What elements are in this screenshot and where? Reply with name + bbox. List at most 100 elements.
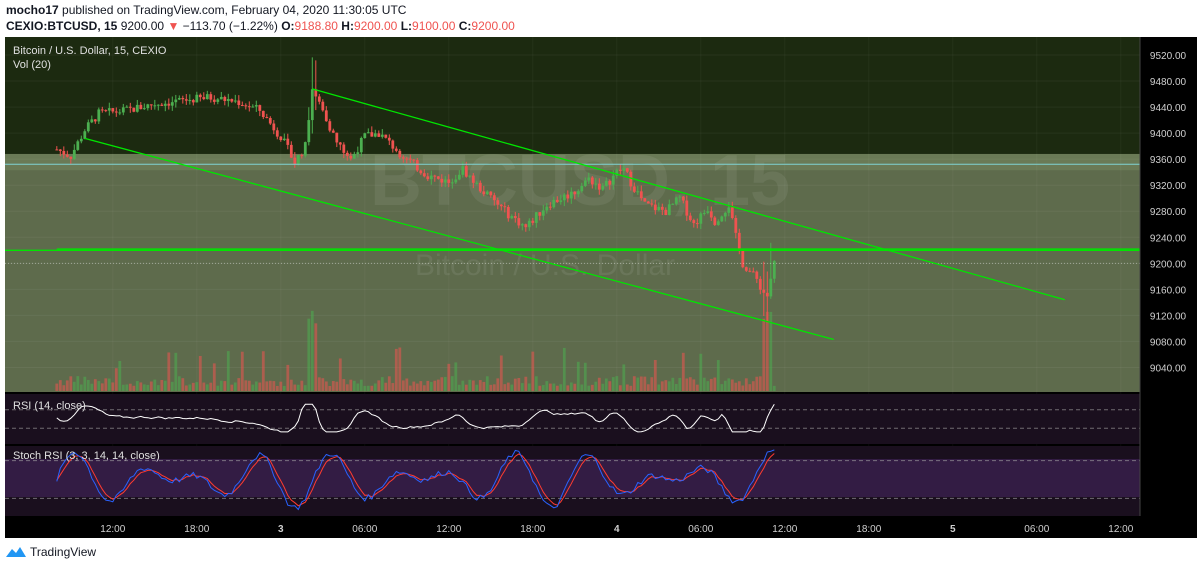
candle-body	[492, 195, 496, 201]
volume-bar	[639, 376, 643, 391]
candle-body	[118, 112, 122, 114]
candle-body	[254, 105, 258, 107]
volume-bar	[286, 364, 290, 391]
volume-bar	[443, 376, 447, 391]
candle-body	[660, 206, 664, 210]
candle-body	[604, 180, 608, 186]
candle-body	[391, 140, 395, 149]
candle-body	[321, 101, 325, 111]
candle-body	[569, 191, 573, 199]
volume-bar	[758, 376, 762, 391]
volume-bar	[503, 384, 507, 391]
volume-bar	[65, 380, 69, 391]
candle-body	[695, 223, 699, 225]
candle-body	[223, 96, 227, 102]
volume-bar	[205, 384, 209, 391]
candle-body	[730, 207, 734, 219]
volume-bar	[520, 383, 524, 391]
candle-body	[713, 217, 717, 225]
volume-bar	[62, 385, 66, 391]
candle-body	[202, 97, 206, 100]
candle-body	[485, 191, 489, 195]
candle-body	[100, 109, 104, 111]
volume-bar	[468, 379, 472, 391]
candle-body	[552, 199, 556, 208]
candle-body	[426, 176, 430, 180]
candle-body	[566, 194, 570, 199]
candle-body	[282, 138, 286, 141]
volume-bar	[261, 351, 265, 391]
candle-body	[769, 278, 773, 297]
volume-bar	[272, 381, 276, 391]
tradingview-brand[interactable]: TradingView	[30, 545, 97, 559]
candle-body	[671, 203, 675, 205]
chart-canvas[interactable]: BTCUSD, 15 Bitcoin / U.S. Dollar 9352.19…	[5, 37, 1200, 538]
candle-body	[156, 104, 160, 106]
chart-container[interactable]: BTCUSD, 15 Bitcoin / U.S. Dollar 9352.19…	[5, 37, 1200, 538]
volume-bar	[727, 378, 731, 391]
candle-body	[636, 191, 640, 193]
candle-body	[373, 133, 377, 137]
candle-body	[415, 160, 419, 171]
candle-body	[447, 179, 451, 183]
volume-bar	[545, 381, 549, 391]
candle-body	[433, 175, 437, 177]
volume-bar	[583, 362, 587, 391]
volume-bar	[198, 355, 202, 391]
time-tick-label: 12:00	[436, 524, 461, 535]
volume-bar	[331, 381, 335, 391]
candle-body	[356, 152, 360, 154]
volume-bar	[328, 385, 332, 391]
candle-body	[125, 106, 129, 108]
volume-bar	[681, 352, 685, 391]
volume-bar	[555, 385, 559, 391]
volume-bar	[384, 382, 388, 391]
volume-bar	[772, 385, 776, 391]
volume-bar	[79, 384, 83, 391]
low-value: 9100.00	[412, 19, 456, 33]
time-tick-label: 3	[278, 524, 284, 535]
volume-bar	[573, 383, 577, 391]
volume-bar	[741, 385, 745, 391]
candle-body	[422, 173, 426, 177]
candle-body	[727, 207, 731, 213]
low-label: L:	[400, 19, 413, 33]
volume-bar	[363, 385, 367, 391]
volume-bar	[324, 381, 328, 391]
volume-bar	[352, 380, 356, 391]
volume-bar	[408, 385, 412, 391]
candle-body	[258, 105, 262, 111]
price-axis[interactable]	[1140, 37, 1197, 516]
candle-body	[370, 132, 374, 137]
candle-body	[79, 138, 83, 142]
candle-body	[685, 200, 689, 216]
candle-body	[541, 210, 545, 216]
candle-body	[650, 203, 654, 205]
price-tick-label: 9440.00	[1150, 103, 1187, 114]
candle-body	[219, 96, 223, 100]
legend-vol: Vol (20)	[13, 59, 51, 71]
volume-bar	[615, 376, 619, 391]
price-tick-label: 9280.00	[1150, 207, 1187, 218]
volume-bar	[751, 381, 755, 391]
candle-body	[436, 176, 440, 179]
volume-bar	[321, 378, 325, 391]
candle-body	[576, 191, 580, 195]
volume-bar	[737, 381, 741, 391]
close-value: 9200.00	[471, 19, 515, 33]
volume-bar	[730, 379, 734, 391]
publisher-name[interactable]: mocho17	[6, 3, 59, 17]
volume-bar	[506, 382, 510, 391]
volume-bar	[146, 384, 150, 391]
candle-body	[139, 104, 143, 110]
volume-bar	[366, 385, 370, 391]
candle-body	[55, 149, 59, 151]
volume-bar	[478, 380, 482, 391]
time-axis[interactable]	[5, 516, 1197, 538]
volume-bar	[300, 380, 304, 391]
volume-bar	[212, 363, 216, 391]
candle-body	[363, 133, 367, 138]
open-label: O:	[281, 19, 295, 33]
candle-body	[762, 289, 766, 293]
volume-bar	[702, 377, 706, 391]
